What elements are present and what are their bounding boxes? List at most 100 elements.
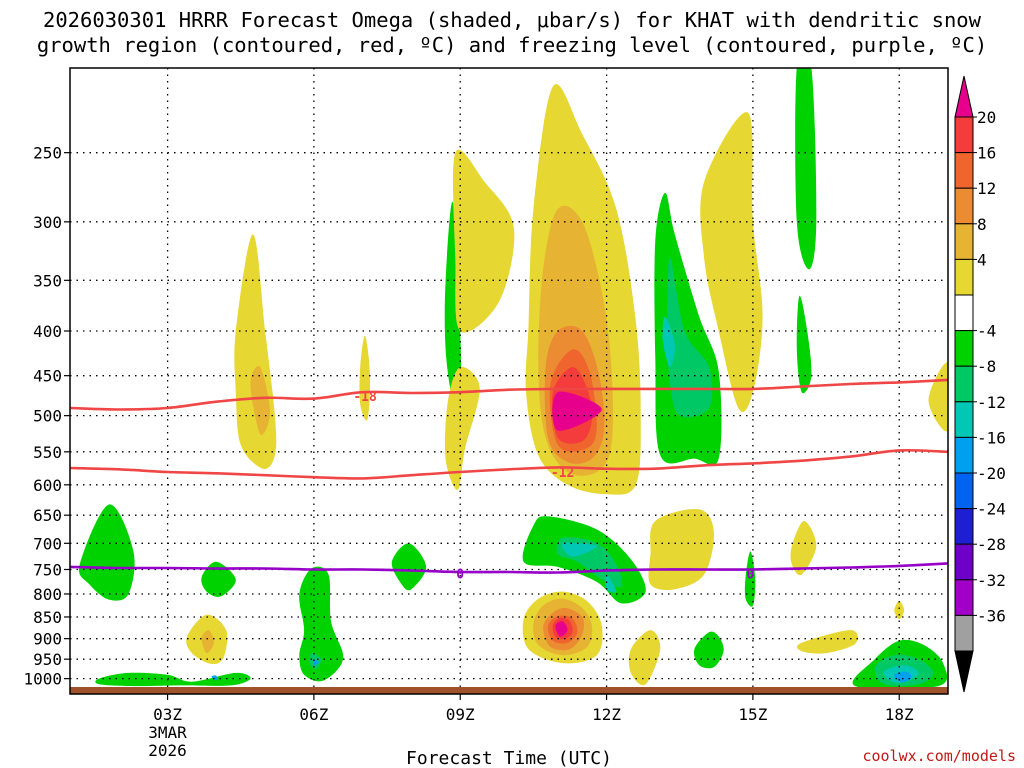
credit-link[interactable]: coolwx.com/models <box>862 747 1016 765</box>
y-axis: 250 300 350 400 450 500 550 600 650 700 750 800 850 9… <box>23 144 70 689</box>
omega-region-up-0-14 <box>796 295 812 394</box>
omega-region-up-2-2 <box>662 316 675 368</box>
omega-region-dn-5-1 <box>555 621 568 637</box>
colorbar-box-1 <box>954 152 974 189</box>
colorbar-arrow-bottom <box>954 650 974 693</box>
plot-frame <box>69 67 949 695</box>
y-tick-label-300: 300 <box>33 213 62 232</box>
colorbar-box-3 <box>954 223 974 260</box>
y-tick-label-650: 650 <box>33 506 62 525</box>
colorbar-label-3: 8 <box>977 215 987 234</box>
omega-region-up-1-1 <box>667 258 713 418</box>
contours: -18 -12 0 0 <box>70 378 948 583</box>
ground-strip <box>70 687 948 694</box>
contour-label-1: -12 <box>551 466 574 481</box>
x-tick-label-12Z: 12Z <box>592 705 621 724</box>
y-tick-label-550: 550 <box>33 443 62 462</box>
x-tick-label-15Z: 15Z <box>738 705 767 724</box>
colorbar-box-14 <box>954 614 974 652</box>
colorbar-box-6 <box>954 330 974 367</box>
x-axis-title: Forecast Time (UTC) <box>406 748 612 768</box>
y-tick-label-250: 250 <box>33 144 62 163</box>
omega-region-up-3-0 <box>894 671 912 683</box>
x-tick-label-18Z: 18Z <box>885 705 914 724</box>
colorbar-box-0 <box>954 116 974 154</box>
omega-region-up-0-8 <box>444 201 462 404</box>
contour-freezing-level <box>70 562 948 574</box>
omega-region-up-0-12 <box>744 551 756 607</box>
omega-region-up-3-2 <box>313 659 319 666</box>
omega-region-dn-0-8 <box>796 630 858 654</box>
colorbar-label-6: -8 <box>977 357 996 376</box>
colorbar-label-9: -20 <box>977 464 1006 483</box>
colorbar-label-10: -24 <box>977 500 1006 519</box>
omega-region-dn-5-0 <box>552 391 602 431</box>
colorbar-label-4: 4 <box>977 250 987 269</box>
omega-shading <box>79 68 948 688</box>
y-tick-label-850: 850 <box>33 608 62 627</box>
colorbar-box-5 <box>954 294 974 332</box>
omega-region-dn-0-13 <box>628 630 661 686</box>
contour-label-2: 0 <box>456 568 464 583</box>
y-tick-label-600: 600 <box>33 476 62 495</box>
colorbar-box-10 <box>954 472 974 510</box>
colorbar-arrow-top <box>954 75 974 118</box>
y-tick-label-500: 500 <box>33 407 62 426</box>
omega-region-dn-0-6 <box>700 112 763 412</box>
colorbar-box-9 <box>954 436 974 474</box>
omega-region-dn-0-7 <box>790 521 817 576</box>
contour-dgz-upper <box>70 378 948 411</box>
y-tick-label-750: 750 <box>33 560 62 579</box>
colorbar-label-2: 12 <box>977 179 996 198</box>
x-tick-label-09Z: 09Z <box>446 705 475 724</box>
y-tick-label-450: 450 <box>33 367 62 386</box>
colorbar-box-8 <box>954 401 974 438</box>
omega-region-up-0-0 <box>79 504 135 601</box>
omega-region-dn-0-3 <box>452 149 515 333</box>
chart-title: 2026030301 HRRR Forecast Omega (shaded, … <box>0 8 1024 58</box>
omega-region-dn-0-9 <box>894 601 905 620</box>
colorbar-label-7: -12 <box>977 393 1006 412</box>
omega-region-dn-0-1 <box>359 335 371 421</box>
date-label-month: 3MAR <box>148 723 187 742</box>
colorbar-label-8: -16 <box>977 428 1006 447</box>
colorbar-label-5: -4 <box>977 322 996 341</box>
omega-region-dn-0-2 <box>444 366 480 490</box>
y-tick-label-900: 900 <box>33 630 62 649</box>
omega-region-dn-1-3 <box>201 630 214 654</box>
colorbar-box-7 <box>954 365 974 403</box>
contour-dgz-lower <box>70 448 948 480</box>
omega-region-up-0-4 <box>95 672 251 687</box>
colorbar-label-11: -28 <box>977 535 1006 554</box>
omega-region-up-0-6 <box>299 566 344 682</box>
colorbar-box-2 <box>954 187 974 225</box>
contour-label-3: 0 <box>747 568 755 583</box>
x-tick-label-03Z: 03Z <box>153 705 182 724</box>
y-tick-label-950: 950 <box>33 650 62 669</box>
y-tick-label-350: 350 <box>33 271 62 290</box>
colorbar-box-11 <box>954 508 974 545</box>
y-tick-label-400: 400 <box>33 322 62 341</box>
colorbar: 20 16 12 8 4 -4 -8 -12 -16 -20 -24 -28 -32 -36 <box>954 75 1006 693</box>
colorbar-box-12 <box>954 543 974 581</box>
colorbar-label-13: -36 <box>977 606 1006 625</box>
plot-background <box>70 68 948 688</box>
omega-region-dn-1-1 <box>250 365 270 436</box>
omega-region-up-2-1 <box>605 574 617 593</box>
chart-title-line1: 2026030301 HRRR Forecast Omega (shaded, … <box>43 8 981 32</box>
colorbar-label-0: 20 <box>977 108 996 127</box>
omega-region-up-0-7 <box>391 543 427 591</box>
colorbar-label-12: -32 <box>977 571 1006 590</box>
colorbar-label-1: 16 <box>977 144 996 163</box>
colorbar-box-13 <box>954 579 974 616</box>
omega-region-up-0-5 <box>201 561 236 597</box>
chart-title-line2: growth region (contoured, red, ºC) and f… <box>36 33 988 57</box>
date-label-year: 2026 <box>148 741 187 760</box>
colorbar-box-4 <box>954 258 974 296</box>
y-tick-label-700: 700 <box>33 534 62 553</box>
contour-label-0: -18 <box>353 390 377 405</box>
y-tick-label-800: 800 <box>33 585 62 604</box>
x-tick-label-06Z: 06Z <box>299 705 328 724</box>
omega-region-up-2-0 <box>561 542 597 557</box>
